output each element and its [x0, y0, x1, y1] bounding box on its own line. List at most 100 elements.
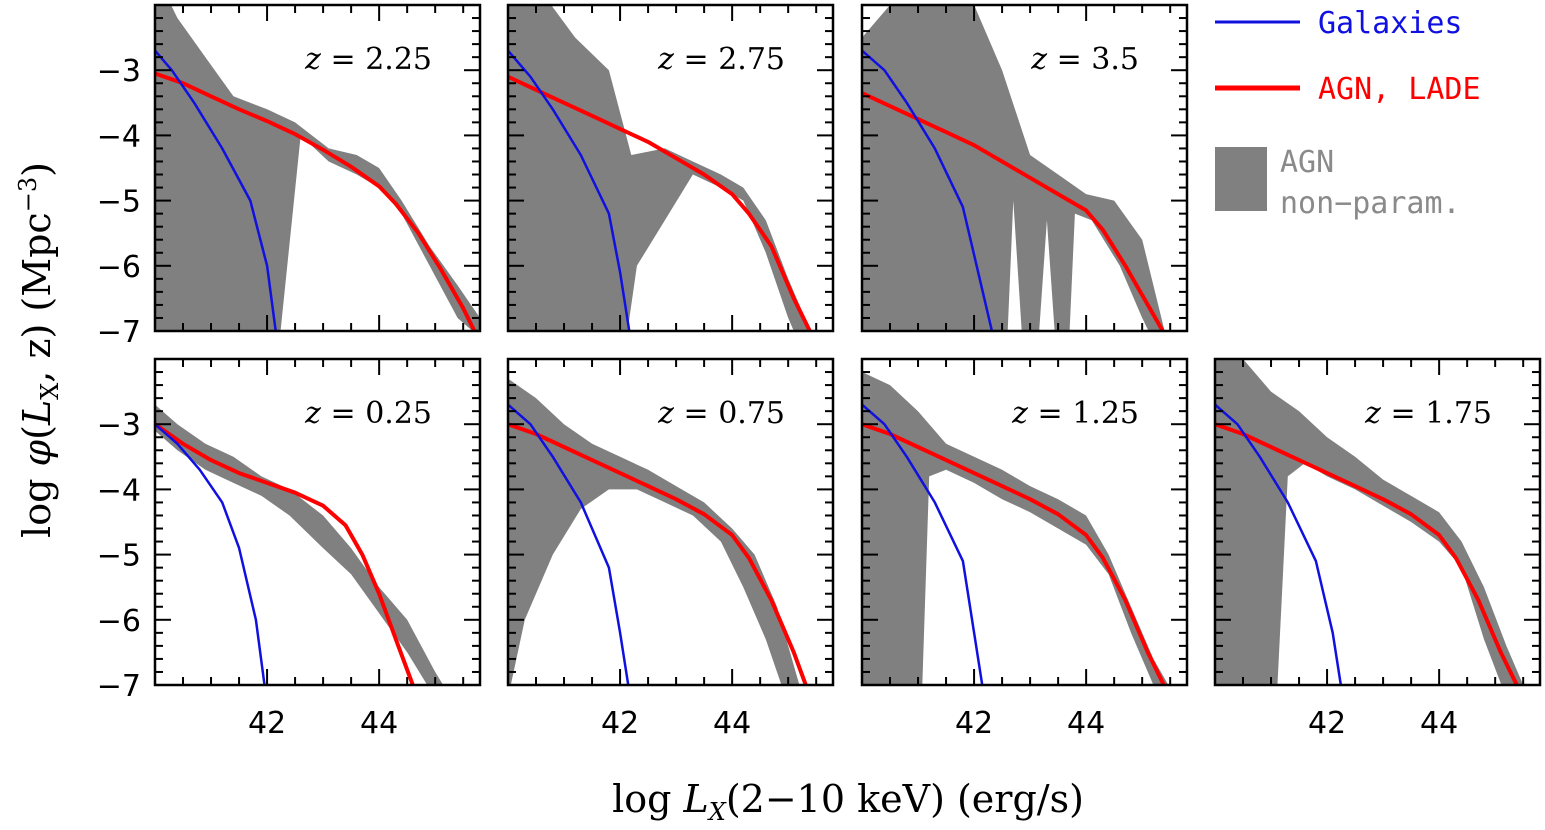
panels: −3−4−5−6−7z = 2.25 z = 2.75 z = 3.5−3−4−5−… — [97, 3, 1542, 741]
panel-plot-area — [508, 5, 813, 331]
panel-z-label: z = 1.75 — [1364, 396, 1492, 431]
y-tick-label: −5 — [97, 185, 141, 220]
panel-z-label: z = 3.5 — [1030, 42, 1139, 77]
x-tick-label: 42 — [1308, 706, 1346, 741]
y-axis-title-log: log — [15, 479, 59, 538]
agn-nonparam-band — [508, 5, 811, 331]
y-tick-label: −3 — [97, 408, 141, 443]
panel-z-var: z — [1030, 42, 1047, 77]
agn-nonparam-band — [155, 5, 480, 331]
agn-lade-line — [155, 71, 477, 331]
agn-nonparam-band — [1215, 359, 1524, 685]
agn-lade-line — [862, 422, 1167, 685]
panel-z-var: z — [657, 396, 674, 431]
x-tick-label: 42 — [955, 706, 993, 741]
y-axis-title-var: L — [15, 400, 59, 426]
panel-z-value: = 0.75 — [674, 396, 785, 431]
x-axis-title-var: L — [683, 777, 709, 821]
x-tick-label: 44 — [1420, 706, 1458, 741]
panel-z-label: z = 2.25 — [304, 42, 432, 77]
panel-z-1-25: 42 44 z = 1.25 — [860, 357, 1189, 741]
panel-z-label: z = 2.75 — [657, 42, 785, 77]
panel-plot-area — [155, 404, 444, 685]
panel-z-value: = 2.75 — [674, 42, 785, 77]
x-tick-label: 44 — [1067, 706, 1105, 741]
panel-z-1-75: 42 44 z = 1.75 — [1213, 357, 1542, 741]
x-axis-title-rest: (2−10 keV) (erg/s) — [726, 777, 1084, 821]
panel-z-value: = 1.25 — [1028, 396, 1139, 431]
panel-plot-area — [862, 5, 1166, 331]
panel-frame — [153, 357, 482, 687]
y-axis-title: log φ(LX, z) (Mpc−3) — [14, 162, 64, 538]
panel-frame — [506, 357, 835, 687]
panel-z-0-25: −3 −4 −5 −6 −7 42 44 z = 0.25 — [97, 357, 482, 741]
panel-z-value: = 2.25 — [321, 42, 432, 77]
agn-lade-line — [508, 74, 813, 331]
legend-agn-lade-label: AGN, LADE — [1318, 72, 1481, 107]
panel-z-2-75: z = 2.75 — [506, 3, 835, 333]
panel-z-label: z = 0.25 — [304, 396, 432, 431]
y-axis-title-phi: φ — [15, 439, 59, 466]
y-axis-title-mid: , z) (Mpc — [15, 212, 59, 382]
x-axis-title-sub: X — [707, 798, 727, 826]
panel-z-value: = 0.25 — [321, 396, 432, 431]
panel-frame — [1213, 357, 1542, 687]
agn-lade-line — [508, 422, 808, 685]
x-tick-label: 42 — [601, 706, 639, 741]
panel-z-var: z — [304, 396, 321, 431]
panel-z-label: z = 0.75 — [657, 396, 785, 431]
y-tick-label: −6 — [97, 250, 141, 285]
galaxies-line — [862, 403, 984, 685]
y-axis-title-sub: X — [36, 383, 64, 400]
y-tick-label: −5 — [97, 539, 141, 574]
galaxies-line — [508, 403, 630, 685]
panel-frame — [860, 3, 1189, 333]
galaxies-line — [508, 49, 631, 331]
panel-frame — [153, 3, 482, 333]
panel-z-0-75: 42 44 z = 0.75 — [506, 357, 835, 741]
panel-z-label: z = 1.25 — [1011, 396, 1139, 431]
panel-plot-area — [155, 5, 480, 331]
galaxies-line — [1215, 403, 1343, 685]
agn-nonparam-band — [155, 404, 444, 685]
panel-frame — [860, 357, 1189, 687]
panel-frame — [506, 3, 835, 333]
x-tick-label: 44 — [713, 706, 751, 741]
panel-z-var: z — [304, 42, 321, 77]
x-axis-title-log: log — [612, 777, 671, 821]
y-tick-label: −6 — [97, 604, 141, 639]
panel-z-3-5: z = 3.5 — [860, 3, 1189, 333]
y-axis-title-open: ( — [15, 425, 59, 440]
y-tick-label: −3 — [97, 54, 141, 89]
panel-z-var: z — [1011, 396, 1028, 431]
panel-z-value: = 3.5 — [1047, 42, 1139, 77]
panel-z-var: z — [1364, 396, 1381, 431]
panel-plot-area — [862, 372, 1169, 685]
y-axis-title-sup: −3 — [14, 177, 42, 212]
x-tick-label: 44 — [360, 706, 398, 741]
agn-lade-line — [1215, 422, 1520, 685]
panel-z-value: = 1.75 — [1381, 396, 1492, 431]
legend-agn-band-label-line2: non−param. — [1280, 186, 1461, 221]
legend-agn-band-swatch — [1215, 147, 1267, 211]
galaxies-line — [155, 423, 266, 685]
x-axis-title: log LX(2−10 keV) (erg/s) — [612, 777, 1084, 826]
legend-galaxies-label: Galaxies — [1318, 6, 1463, 41]
y-tick-label: −7 — [97, 315, 141, 350]
x-tick-label: 42 — [248, 706, 286, 741]
galaxies-line — [862, 49, 994, 331]
galaxies-line — [155, 49, 277, 331]
y-axis-title-close: ) — [15, 162, 59, 177]
y-tick-label: −7 — [97, 669, 141, 704]
panel-plot-area — [1215, 359, 1524, 685]
panel-z-2-25: −3 −4 −5 −6 −7 z = 2.25 — [97, 3, 482, 350]
agn-nonparam-band — [862, 372, 1169, 685]
panel-plot-area — [508, 378, 808, 685]
legend: Galaxies AGN, LADE AGN non−param. — [1215, 6, 1481, 221]
panel-z-var: z — [657, 42, 674, 77]
y-tick-label: −4 — [97, 119, 141, 154]
agn-lade-line — [155, 422, 415, 685]
y-tick-label: −4 — [97, 473, 141, 508]
legend-agn-band-label-line1: AGN — [1280, 145, 1334, 180]
